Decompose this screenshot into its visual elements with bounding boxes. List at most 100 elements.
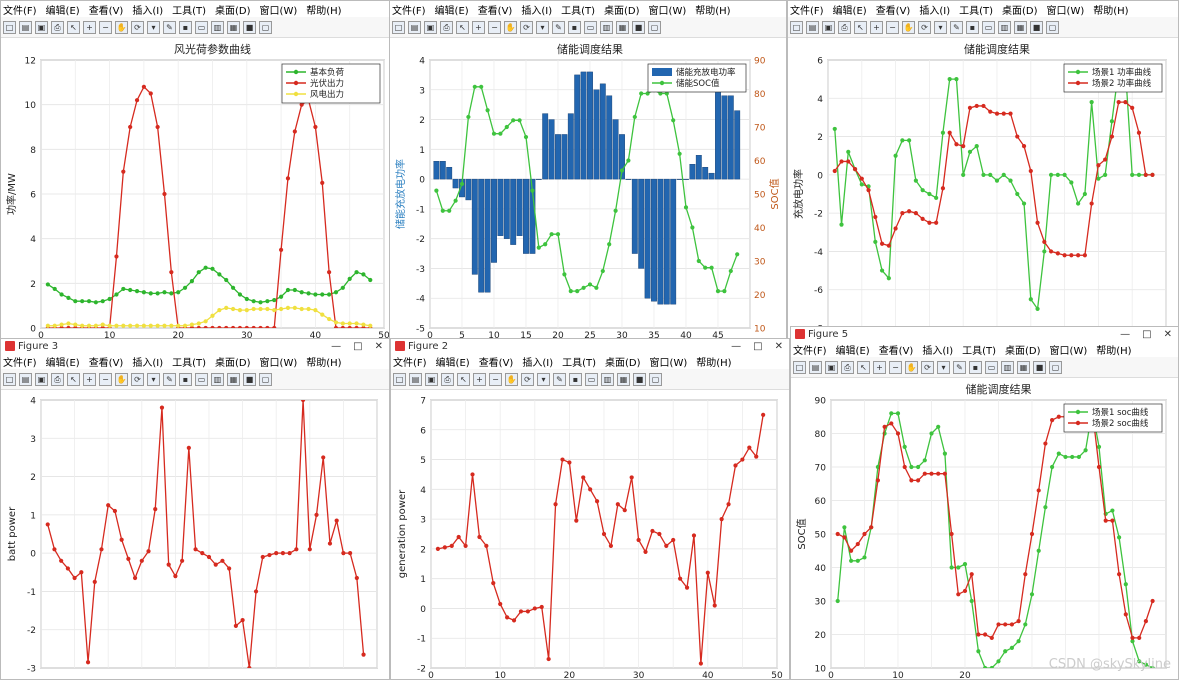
save-icon[interactable]: ▣ <box>822 20 835 34</box>
colorbar-icon[interactable]: ▥ <box>600 20 613 34</box>
menu-item[interactable]: 帮助(H) <box>306 357 342 369</box>
open-folder-icon[interactable]: ▤ <box>409 372 422 386</box>
print-icon[interactable]: ⎙ <box>838 20 851 34</box>
hide-tools-icon[interactable]: ■ <box>243 372 256 386</box>
legend-icon[interactable]: ▦ <box>227 20 240 34</box>
menu-item[interactable]: 桌面(D) <box>1002 5 1038 17</box>
print-icon[interactable]: ⎙ <box>51 20 64 34</box>
menu-item[interactable]: 编辑(E) <box>45 5 80 17</box>
rotate-icon[interactable]: ⟳ <box>131 20 144 34</box>
colorbar-icon[interactable]: ▥ <box>601 372 614 386</box>
brush-icon[interactable]: ✎ <box>552 20 565 34</box>
select-arrow-icon[interactable]: ↖ <box>854 20 867 34</box>
menu-item[interactable]: 窗口(W) <box>648 5 687 17</box>
menu-item[interactable]: 工具(T) <box>959 5 994 17</box>
copy-figure-icon[interactable]: ▭ <box>985 360 998 374</box>
close-button[interactable]: ✕ <box>374 340 383 352</box>
pan-hand-icon[interactable]: ✋ <box>115 372 128 386</box>
dock-icon[interactable]: ▢ <box>649 372 662 386</box>
data-cursor-icon[interactable]: ▾ <box>536 20 549 34</box>
pan-hand-icon[interactable]: ✋ <box>902 20 915 34</box>
menu-item[interactable]: 工具(T) <box>562 357 597 369</box>
data-cursor-icon[interactable]: ▾ <box>937 360 950 374</box>
copy-figure-icon[interactable]: ▭ <box>195 20 208 34</box>
link-icon[interactable]: ▪ <box>568 20 581 34</box>
print-icon[interactable]: ⎙ <box>441 372 454 386</box>
minimize-button[interactable]: — <box>731 340 742 352</box>
new-file-icon[interactable]: □ <box>790 20 803 34</box>
menu-item[interactable]: 插入(I) <box>132 5 164 17</box>
dock-icon[interactable]: ▢ <box>259 372 272 386</box>
menu-item[interactable]: 桌面(D) <box>605 357 641 369</box>
menu-item[interactable]: 查看(V) <box>88 5 124 17</box>
close-button[interactable]: ✕ <box>1163 328 1172 340</box>
hide-tools-icon[interactable]: ■ <box>632 20 645 34</box>
link-icon[interactable]: ▪ <box>966 20 979 34</box>
dock-icon[interactable]: ▢ <box>1049 360 1062 374</box>
menu-item[interactable]: 桌面(D) <box>604 5 640 17</box>
dock-icon[interactable]: ▢ <box>259 20 272 34</box>
legend-icon[interactable]: ▦ <box>1014 20 1027 34</box>
copy-figure-icon[interactable]: ▭ <box>195 372 208 386</box>
link-icon[interactable]: ▪ <box>569 372 582 386</box>
open-folder-icon[interactable]: ▤ <box>806 20 819 34</box>
zoom-out-icon[interactable]: − <box>99 372 112 386</box>
link-icon[interactable]: ▪ <box>179 372 192 386</box>
menu-item[interactable]: 工具(T) <box>172 357 207 369</box>
colorbar-icon[interactable]: ▥ <box>211 20 224 34</box>
new-file-icon[interactable]: □ <box>3 372 16 386</box>
zoom-out-icon[interactable]: − <box>886 20 899 34</box>
legend-icon[interactable]: ▦ <box>616 20 629 34</box>
maximize-button[interactable]: □ <box>1142 328 1152 340</box>
menu-item[interactable]: 插入(I) <box>521 5 553 17</box>
zoom-out-icon[interactable]: − <box>489 372 502 386</box>
zoom-in-icon[interactable]: + <box>83 372 96 386</box>
menu-item[interactable]: 文件(F) <box>3 357 37 369</box>
zoom-out-icon[interactable]: − <box>99 20 112 34</box>
menu-item[interactable]: 插入(I) <box>919 5 951 17</box>
maximize-button[interactable]: □ <box>753 340 763 352</box>
menu-item[interactable]: 编辑(E) <box>435 357 470 369</box>
menu-item[interactable]: 帮助(H) <box>696 357 732 369</box>
pan-hand-icon[interactable]: ✋ <box>905 360 918 374</box>
save-icon[interactable]: ▣ <box>35 372 48 386</box>
hide-tools-icon[interactable]: ■ <box>1033 360 1046 374</box>
menu-item[interactable]: 帮助(H) <box>306 5 342 17</box>
menu-item[interactable]: 窗口(W) <box>259 357 298 369</box>
copy-figure-icon[interactable]: ▭ <box>585 372 598 386</box>
menu-item[interactable]: 插入(I) <box>522 357 554 369</box>
link-icon[interactable]: ▪ <box>969 360 982 374</box>
colorbar-icon[interactable]: ▥ <box>998 20 1011 34</box>
data-cursor-icon[interactable]: ▾ <box>934 20 947 34</box>
print-icon[interactable]: ⎙ <box>440 20 453 34</box>
rotate-icon[interactable]: ⟳ <box>918 20 931 34</box>
menu-item[interactable]: 桌面(D) <box>215 357 251 369</box>
zoom-in-icon[interactable]: + <box>83 20 96 34</box>
rotate-icon[interactable]: ⟳ <box>131 372 144 386</box>
zoom-in-icon[interactable]: + <box>472 20 485 34</box>
close-button[interactable]: ✕ <box>774 340 783 352</box>
menu-item[interactable]: 窗口(W) <box>1046 5 1085 17</box>
select-arrow-icon[interactable]: ↖ <box>457 372 470 386</box>
pan-hand-icon[interactable]: ✋ <box>505 372 518 386</box>
brush-icon[interactable]: ✎ <box>953 360 966 374</box>
menu-item[interactable]: 工具(T) <box>561 5 596 17</box>
minimize-button[interactable]: — <box>331 340 342 352</box>
zoom-out-icon[interactable]: − <box>488 20 501 34</box>
zoom-in-icon[interactable]: + <box>870 20 883 34</box>
menu-item[interactable]: 窗口(W) <box>259 5 298 17</box>
brush-icon[interactable]: ✎ <box>163 20 176 34</box>
select-arrow-icon[interactable]: ↖ <box>456 20 469 34</box>
zoom-out-icon[interactable]: − <box>889 360 902 374</box>
menu-item[interactable]: 桌面(D) <box>1005 345 1041 357</box>
rotate-icon[interactable]: ⟳ <box>921 360 934 374</box>
menu-item[interactable]: 查看(V) <box>878 345 914 357</box>
legend-icon[interactable]: ▦ <box>1017 360 1030 374</box>
menu-item[interactable]: 文件(F) <box>392 5 426 17</box>
open-folder-icon[interactable]: ▤ <box>809 360 822 374</box>
colorbar-icon[interactable]: ▥ <box>1001 360 1014 374</box>
open-folder-icon[interactable]: ▤ <box>19 372 32 386</box>
menu-item[interactable]: 查看(V) <box>875 5 911 17</box>
menu-item[interactable]: 查看(V) <box>88 357 124 369</box>
pan-hand-icon[interactable]: ✋ <box>504 20 517 34</box>
